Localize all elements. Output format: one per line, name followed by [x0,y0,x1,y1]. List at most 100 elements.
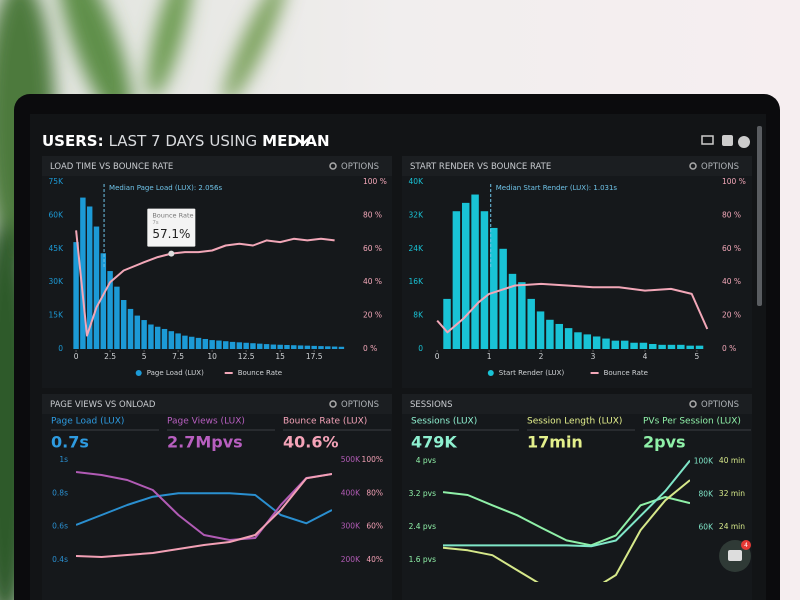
help-icon[interactable] [738,136,750,148]
metric-value: 40.6% [283,433,339,452]
y2-tick-label: 100 % [363,177,387,186]
panel-header [42,394,392,414]
bar [297,345,304,349]
dropdown-chevron[interactable] [295,136,311,146]
chat-badge-count: 4 [744,542,748,549]
panel [42,156,392,388]
bar [508,273,517,349]
plot-area [76,471,332,558]
legend-swatch [487,370,494,376]
metric-label: Session Length (LUX) [527,417,622,427]
tooltip-title: Bounce Rate [152,212,193,220]
monitor-icon[interactable] [701,135,714,145]
bar [686,345,694,349]
y-tick-label: 75K [49,177,65,186]
chart: 1.6 pvs 2.4 pvs 3.2 pvs 4 pvs 60K 80K 100K 24 m… [409,456,745,582]
y-tick-label: 2.4 pvs [409,522,437,531]
y-tick-label: 45K [49,244,65,253]
bar [471,194,479,349]
y3-tick-label: 32 min [719,489,745,498]
header-title[interactable]: USERS: LAST 7 DAYS USING MEDIAN [42,132,330,150]
header-part: MEDIAN [262,132,329,150]
series-line [443,459,690,548]
y-tick-label: 0 [58,344,63,353]
bar [209,340,215,349]
y3-tick-label: 80% [366,488,383,497]
chart: 0 15K 30K 45K 60K 75K 0 % 20 % 40 % 60 % 80 % 100 %… [49,177,387,377]
y-tick-label: 1s [59,455,68,464]
bar [257,343,263,349]
y-tick-label: 32K [409,210,425,219]
x-tick-label: 4 [643,352,648,361]
legend-swatch [135,370,142,376]
y-tick-label: 0.4s [52,555,68,564]
y2-tick-label: 300K [341,522,361,531]
bar [229,341,236,349]
header-part: USING [209,132,257,150]
metric-value: 0.7s [51,433,89,452]
header-part: USERS: [42,132,104,150]
bar [141,320,147,349]
options-button[interactable]: OPTIONS [341,400,379,410]
options-button[interactable]: OPTIONS [701,400,739,410]
x-tick-label: 10 [207,352,217,361]
bar [443,298,451,349]
tooltip-x: 7s [152,220,158,226]
y-tick-label: 24K [409,244,425,253]
bar [182,335,188,349]
chat-badge [741,540,751,550]
y2-tick-label: 40 % [363,277,382,286]
panel-title: LOAD TIME VS BOUNCE RATE [50,162,173,172]
y-tick-label: 0.6s [52,522,68,531]
y3-tick-label: 24 min [719,522,745,531]
bar [216,340,222,349]
header-icons [701,135,750,148]
bar [277,344,283,349]
y2-tick-label: 20 % [722,311,741,320]
options-icon[interactable] [329,400,337,408]
options-icon[interactable] [689,400,697,408]
scrollbar[interactable] [757,126,762,306]
bar [338,346,345,349]
bar [93,226,100,349]
bar [461,202,470,349]
panel-header [42,156,392,176]
bar [148,324,154,349]
chat-launcher[interactable]: 4 [719,540,751,572]
bar [639,342,648,349]
metric-label: Page Views (LUX) [167,417,245,427]
panel-header [402,394,752,414]
options-button[interactable]: OPTIONS [341,162,379,172]
y3-tick-label: 40 min [719,456,745,465]
series-line [76,473,332,558]
options-icon[interactable] [329,162,337,170]
y2-tick-label: 0 % [722,344,736,353]
options-button[interactable]: OPTIONS [701,162,739,172]
bar [630,342,638,349]
x-tick-label: 0 [435,352,440,361]
chart: 0 8K 16K 24K 32K 40K 0 % 20 % 40 % 60 % 80 % 100 % 0… [409,177,746,377]
panel [402,156,752,388]
x-tick-label: 0 [74,352,79,361]
options-icon[interactable] [689,162,697,170]
bar [518,282,526,349]
image-icon[interactable] [722,135,733,146]
median-label: Median Start Render (LUX): 1.031s [496,184,618,192]
y-tick-label: 16K [409,277,425,286]
bar [611,340,620,349]
bar [318,346,324,349]
y-tick-label: 60K [49,210,65,219]
bar [452,211,461,349]
bar [161,328,168,349]
series-line [436,282,709,334]
bar [250,343,256,349]
bar [480,211,489,349]
bar [270,344,277,349]
median-label: Median Page Load (LUX): 2.056s [109,184,222,192]
bar [658,344,666,349]
bar [284,344,290,349]
y2-tick-label: 100K [694,457,714,466]
